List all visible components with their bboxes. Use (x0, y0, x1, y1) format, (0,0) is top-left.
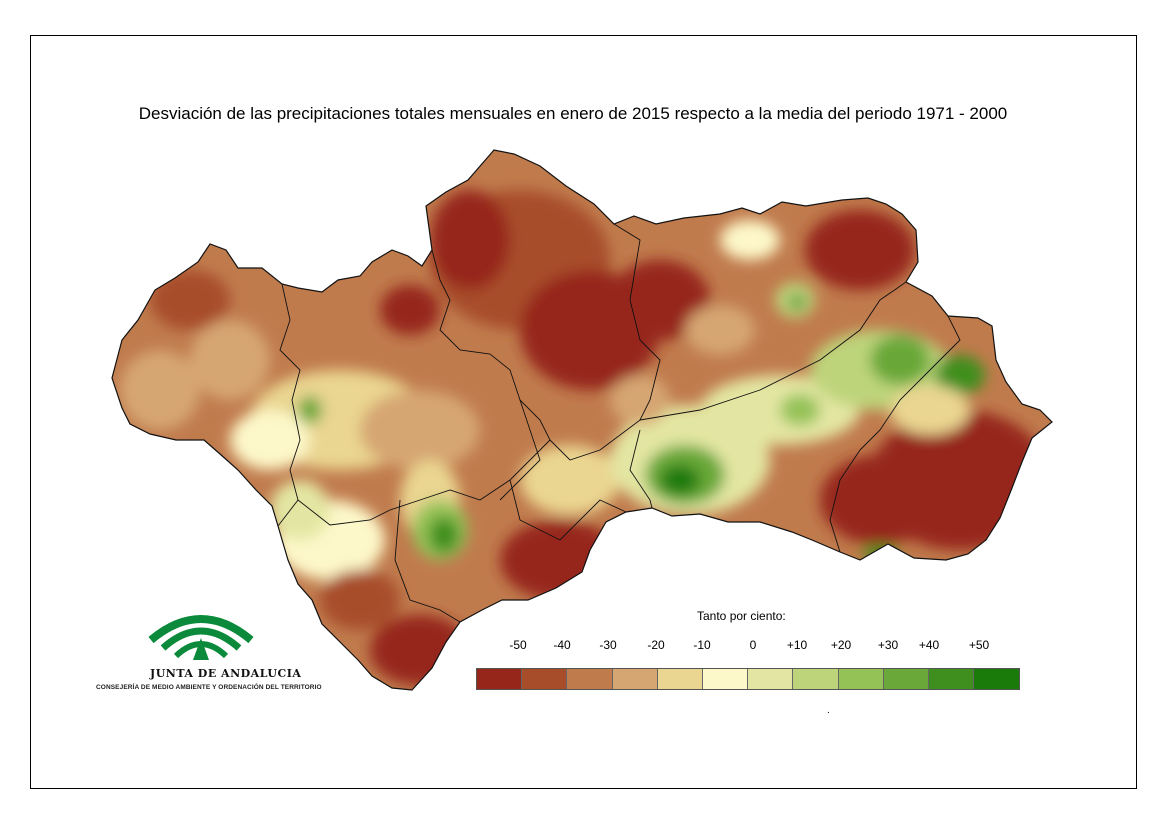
legend-tick: +10 (786, 638, 808, 652)
legend-tick: +40 (918, 638, 940, 652)
legend-tick: +50 (968, 638, 990, 652)
map-frame (30, 35, 1137, 789)
legend-swatch (657, 669, 703, 689)
legend-swatch (702, 669, 749, 689)
legend-swatch (477, 669, 523, 689)
legend-tick: 0 (749, 638, 757, 652)
legend-footnote: . (827, 705, 830, 716)
junta-logo-icon (148, 615, 254, 660)
legend-swatch (522, 669, 568, 689)
logo-name: JUNTA DE ANDALUCIA (150, 667, 302, 680)
legend-tick: -10 (693, 638, 711, 652)
map-title: Desviación de las precipitaciones totale… (138, 104, 1008, 123)
legend-swatch (883, 669, 929, 689)
legend-tick: +30 (877, 638, 899, 652)
legend-title: Tanto por ciento: (697, 609, 786, 623)
legend-tick: -30 (599, 638, 617, 652)
legend-tick: +20 (830, 638, 852, 652)
legend-tick: -20 (647, 638, 665, 652)
legend-swatch (928, 669, 975, 689)
legend-swatch (612, 669, 658, 689)
legend-swatch (748, 669, 794, 689)
province-borders (277, 223, 961, 623)
legend-tick: -40 (553, 638, 571, 652)
logo-subtitle: CONSEJERÍA DE MEDIO AMBIENTE Y ORDENACIÓ… (96, 684, 322, 691)
legend-swatch (974, 669, 1020, 689)
legend-color-bar (476, 668, 1021, 690)
legend-swatch (838, 669, 884, 689)
legend-tick: -50 (509, 638, 527, 652)
legend-swatch (567, 669, 613, 689)
legend-swatch (793, 669, 839, 689)
